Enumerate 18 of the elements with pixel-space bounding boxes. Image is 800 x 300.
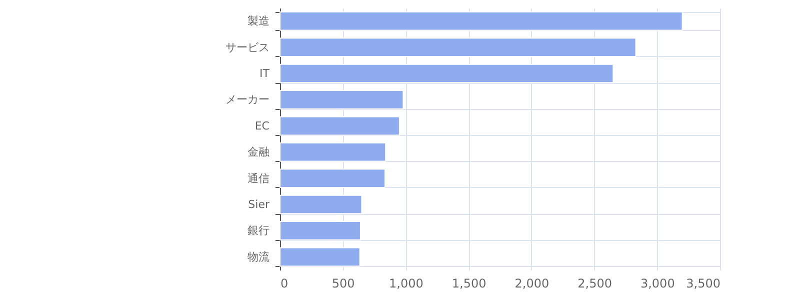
x-tick-label: 2,000: [514, 276, 550, 290]
x-tick-label: 1,000: [389, 276, 424, 290]
x-tick-label: 1,500: [452, 276, 486, 290]
y-tick-label: 通信: [248, 172, 270, 185]
y-tick-label: 物流: [248, 250, 270, 264]
y-tick-label: EC: [254, 119, 270, 132]
x-tick-label: 3,500: [686, 276, 720, 290]
x-tick-label: 500: [332, 276, 355, 290]
x-tick-label: 2,500: [578, 276, 612, 290]
y-tick-label: サービス: [226, 40, 270, 54]
x-tick-label: 3,000: [640, 276, 675, 290]
y-tick-label: メーカー: [226, 93, 270, 106]
y-tick-label: 金融: [248, 146, 270, 159]
y-tick-label: 製造: [248, 14, 270, 28]
y-tick-label: Sier: [248, 198, 270, 211]
x-tick-label: 0: [280, 276, 288, 290]
y-tick-label: IT: [260, 67, 270, 80]
y-tick-label: 銀行: [248, 224, 270, 238]
